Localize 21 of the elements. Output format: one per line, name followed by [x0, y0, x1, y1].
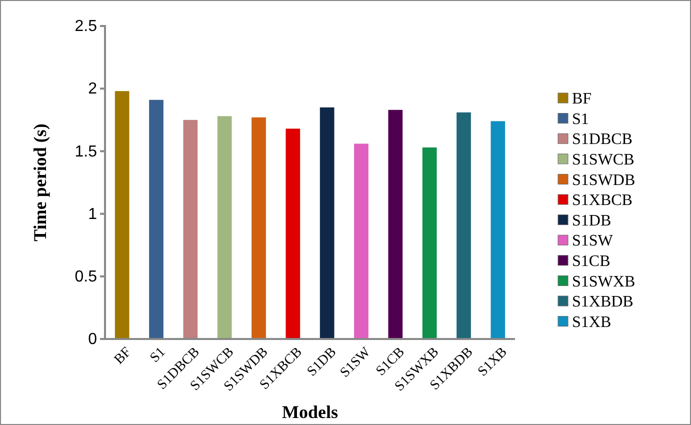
legend-label: S1SWXB	[572, 273, 636, 290]
y-tick-label: 2	[88, 80, 98, 98]
legend-label: S1DBCB	[572, 131, 632, 148]
legend-label: S1XB	[572, 314, 612, 331]
y-tick-label: 1	[88, 206, 98, 223]
legend-label: S1XBCB	[572, 192, 632, 210]
legend-label: S1XBDB	[572, 294, 634, 311]
legend-label: BF	[572, 90, 592, 108]
y-tick-label: 2.5	[74, 18, 98, 36]
y-axis-title: Time period (s)	[30, 124, 50, 242]
y-tick-label: 0	[88, 331, 98, 348]
legend-label: S1SWDB	[572, 172, 636, 189]
legend-label: S1SW	[572, 232, 614, 250]
legend-label: S1SWCB	[572, 152, 634, 168]
legend-label: S1CB	[572, 253, 610, 270]
y-tick-label: 1.5	[74, 143, 98, 160]
legend-label: S1DB	[572, 212, 612, 230]
legend-label: S1	[572, 110, 589, 128]
x-tick-label: BF	[112, 344, 135, 368]
x-axis-title: Models	[282, 402, 338, 422]
y-tick-label: 0.5	[74, 268, 98, 286]
